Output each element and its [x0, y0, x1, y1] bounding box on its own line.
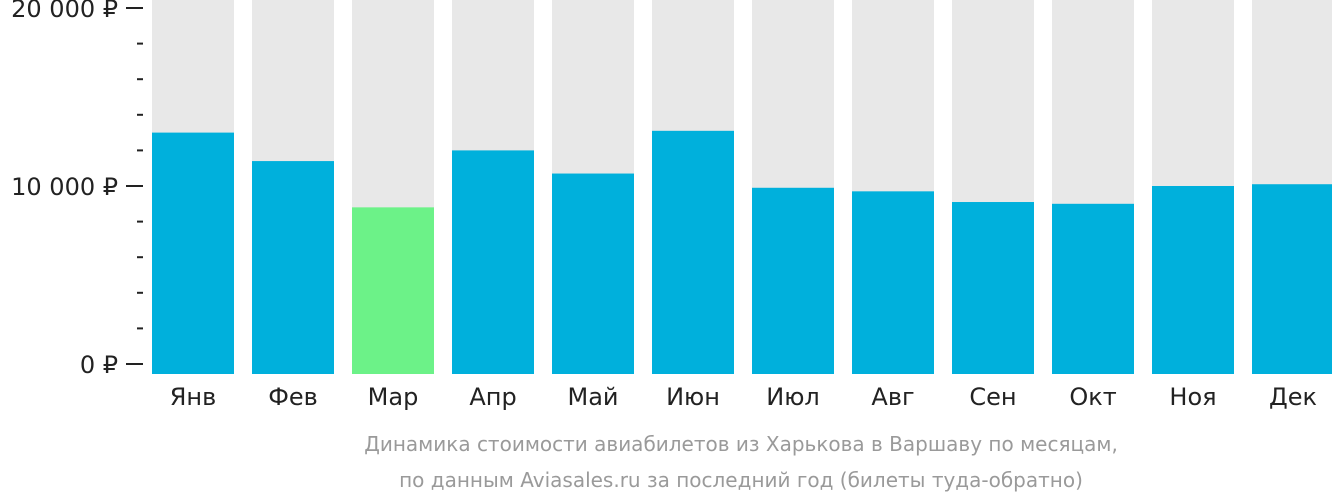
x-tick-label: Сен: [969, 383, 1016, 411]
x-tick-label: Ноя: [1169, 383, 1216, 411]
x-tick-label: Апр: [469, 383, 516, 411]
chart-caption-line-1: Динамика стоимости авиабилетов из Харько…: [364, 432, 1118, 456]
y-tick-label: 20 000 ₽: [11, 0, 118, 23]
bars-group: [152, 0, 1332, 374]
x-tick-label: Мар: [368, 383, 419, 411]
x-tick-label: Авг: [871, 383, 914, 411]
y-tick-label: 10 000 ₽: [11, 173, 118, 201]
bar-8[interactable]: [852, 191, 934, 374]
bar-12[interactable]: [1252, 184, 1332, 374]
x-tick-label: Июл: [766, 383, 820, 411]
bar-9[interactable]: [952, 202, 1034, 374]
x-tick-label: Дек: [1269, 383, 1317, 411]
bar-1[interactable]: [152, 132, 234, 374]
x-tick-label: Фев: [268, 383, 318, 411]
bar-7[interactable]: [752, 187, 834, 374]
x-axis-labels: Янв Фев Мар Апр Май Июн Июл Авг Сен Окт Ноя Дек: [170, 383, 1317, 411]
bar-6[interactable]: [652, 130, 734, 374]
chart-caption-line-2: по данным Aviasales.ru за последний год …: [399, 468, 1083, 492]
x-tick-label: Май: [567, 383, 618, 411]
bar-5[interactable]: [552, 173, 634, 374]
bar-3[interactable]: [352, 207, 434, 374]
bar-10[interactable]: [1052, 203, 1134, 374]
bar-4[interactable]: [452, 150, 534, 374]
y-tick-label: 0 ₽: [80, 351, 118, 379]
y-axis: 0 ₽ 10 000 ₽ 20 000 ₽: [11, 0, 143, 379]
bar-11[interactable]: [1152, 186, 1234, 374]
x-tick-label: Окт: [1069, 383, 1116, 411]
x-tick-label: Июн: [666, 383, 720, 411]
x-tick-label: Янв: [170, 383, 217, 411]
bar-2[interactable]: [252, 161, 334, 374]
